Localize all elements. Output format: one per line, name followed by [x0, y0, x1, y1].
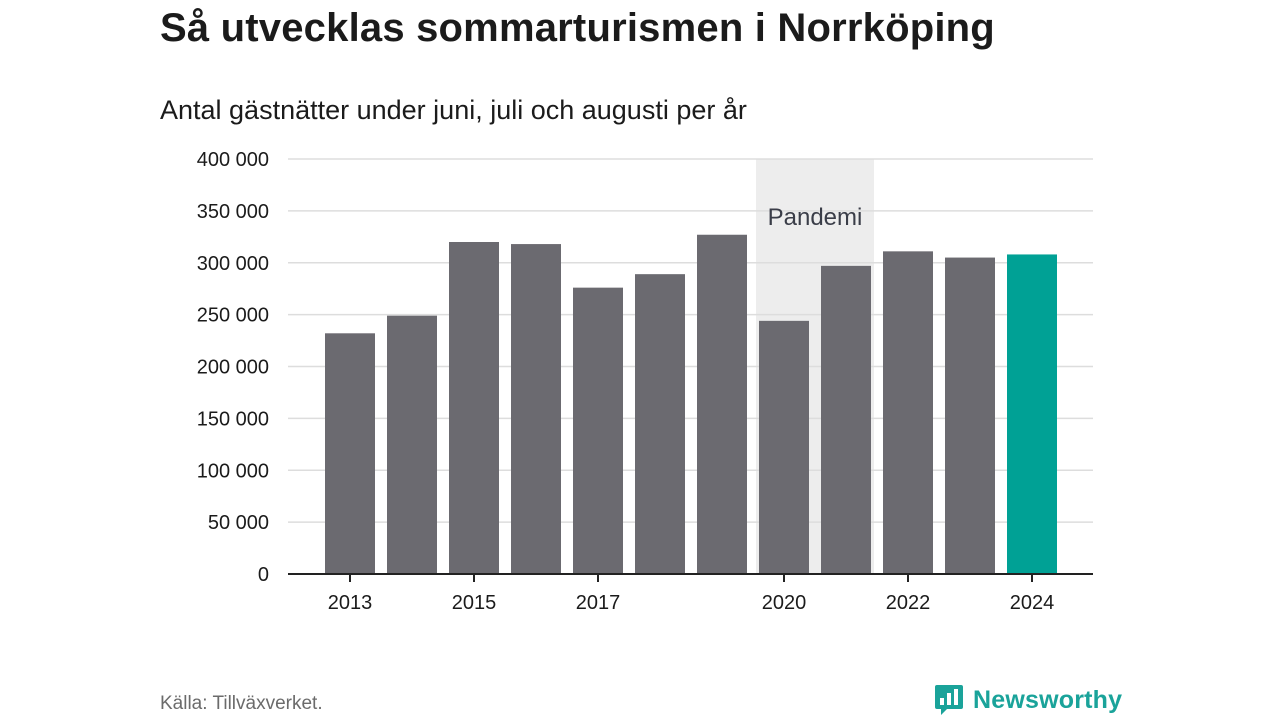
source-note: Källa: Tillväxverket.: [160, 693, 323, 714]
y-tick-label: 0: [258, 564, 269, 586]
y-tick-label: 200 000: [197, 357, 269, 379]
y-tick-label: 150 000: [197, 408, 269, 430]
y-tick-label: 250 000: [197, 305, 269, 327]
y-tick-label: 400 000: [197, 149, 269, 171]
x-tick-label: 2017: [576, 592, 621, 614]
y-tick-label: 350 000: [197, 201, 269, 223]
x-tick-label: 2022: [886, 592, 931, 614]
x-tick-label: 2024: [1010, 592, 1055, 614]
bar-2023: [945, 257, 995, 574]
bar-2013: [325, 333, 375, 574]
chart-subtitle: Antal gästnätter under juni, juli och au…: [160, 95, 747, 125]
bar-2014: [387, 315, 437, 574]
brand-name: Newsworthy: [973, 685, 1123, 714]
y-tick-label: 300 000: [197, 253, 269, 275]
bar-2018: [635, 274, 685, 574]
annotation-label: Pandemi: [768, 204, 863, 231]
chart-title: Så utvecklas sommarturismen i Norrköping: [160, 6, 995, 50]
bar-2021: [821, 265, 871, 574]
x-tick-label: 2020: [762, 592, 807, 614]
bar-2015: [449, 242, 499, 574]
bar-2016: [511, 244, 561, 574]
newsworthy-logo-icon: [935, 685, 963, 715]
bar-2019: [697, 234, 747, 575]
y-tick-label: 100 000: [197, 460, 269, 482]
y-tick-label: 50 000: [208, 512, 269, 534]
x-tick-label: 2015: [452, 592, 497, 614]
brand-logo: Newsworthy: [933, 683, 1122, 717]
bar-2024: [1007, 254, 1057, 574]
x-tick-label: 2013: [328, 592, 373, 614]
bar-2020: [759, 320, 809, 574]
bar-2022: [883, 251, 933, 574]
bar-2017: [573, 287, 623, 574]
